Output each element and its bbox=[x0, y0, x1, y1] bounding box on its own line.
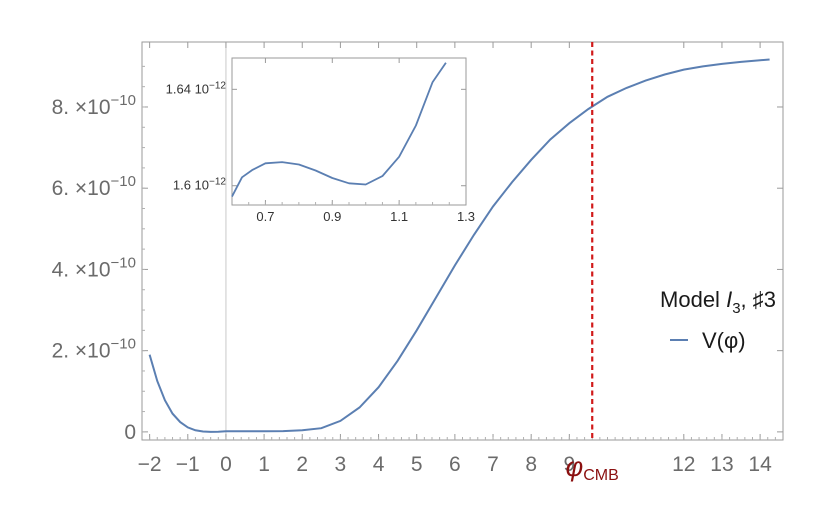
y-tick-label: 2. ×10−10 bbox=[52, 336, 136, 363]
x-tick-label: 0 bbox=[220, 453, 232, 476]
inset-y-tick-label: 1.6 10−12 bbox=[173, 177, 227, 193]
y-tick-label: 0 bbox=[124, 421, 136, 444]
x-tick-label: 1 bbox=[258, 453, 270, 476]
x-tick-label: 4 bbox=[373, 453, 385, 476]
y-tick-label: 6. ×10−10 bbox=[52, 173, 136, 200]
x-tick-label: 12 bbox=[672, 453, 695, 476]
inset-x-tick-label: 0.9 bbox=[323, 209, 341, 224]
y-tick-label: 4. ×10−10 bbox=[52, 254, 136, 281]
x-tick-label: 3 bbox=[335, 453, 347, 476]
inset-x-tick-label: 0.7 bbox=[256, 209, 274, 224]
legend: Model I3, ♯3 V(φ) bbox=[660, 287, 776, 353]
x-tick-label: −1 bbox=[176, 453, 200, 476]
inset-plot: 0.7 0.9 1.1 1.3 1.6 10−12 1.64 10−12 bbox=[166, 57, 475, 224]
legend-entry: V(φ) bbox=[702, 328, 746, 353]
x-tick-label: −2 bbox=[138, 453, 162, 476]
legend-title: Model I3, ♯3 bbox=[660, 287, 776, 317]
inset-frame bbox=[231, 57, 467, 206]
inset-series-line bbox=[231, 62, 447, 198]
inset-y-tick-label: 1.64 10−12 bbox=[166, 80, 227, 96]
y-tick-label: 8. ×10−10 bbox=[52, 92, 136, 119]
x-tick-label: 9 bbox=[563, 453, 575, 476]
phi-cmb-label: φCMB bbox=[566, 452, 619, 484]
series-line-v-phi bbox=[148, 58, 770, 433]
inset-x-tick-label: 1.3 bbox=[457, 209, 475, 224]
inset-x-tick-label: 1.1 bbox=[390, 209, 408, 224]
x-tick-label: 5 bbox=[411, 453, 423, 476]
x-tick-label: 6 bbox=[449, 453, 461, 476]
x-tick-label: 2 bbox=[296, 453, 308, 476]
x-tick-label: 14 bbox=[748, 453, 772, 476]
x-tick-label: 7 bbox=[487, 453, 499, 476]
x-tick-label: 8 bbox=[525, 453, 537, 476]
x-tick-label: 13 bbox=[710, 453, 733, 476]
